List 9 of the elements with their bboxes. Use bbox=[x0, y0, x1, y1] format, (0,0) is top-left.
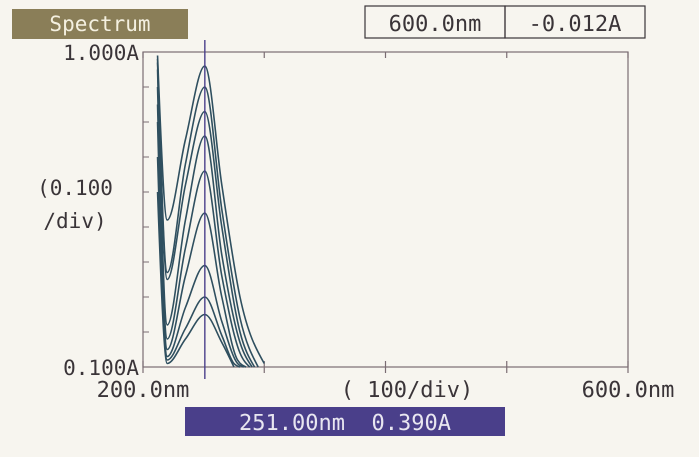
y-tick-label: 0.100A bbox=[63, 356, 140, 380]
ref-line-label: 251.00nm 0.390A bbox=[239, 411, 451, 436]
chart-title: Spectrum bbox=[49, 12, 151, 36]
x-axis-title: ( 100/div) bbox=[340, 378, 474, 403]
text: -0.012A bbox=[528, 12, 622, 37]
y-tick-label: 1.000A bbox=[63, 41, 140, 65]
text: 600.0nm bbox=[388, 12, 482, 37]
y-axis-title: (0.100 /div) bbox=[37, 176, 113, 233]
x-tick-label: 200.0nm bbox=[96, 378, 190, 403]
